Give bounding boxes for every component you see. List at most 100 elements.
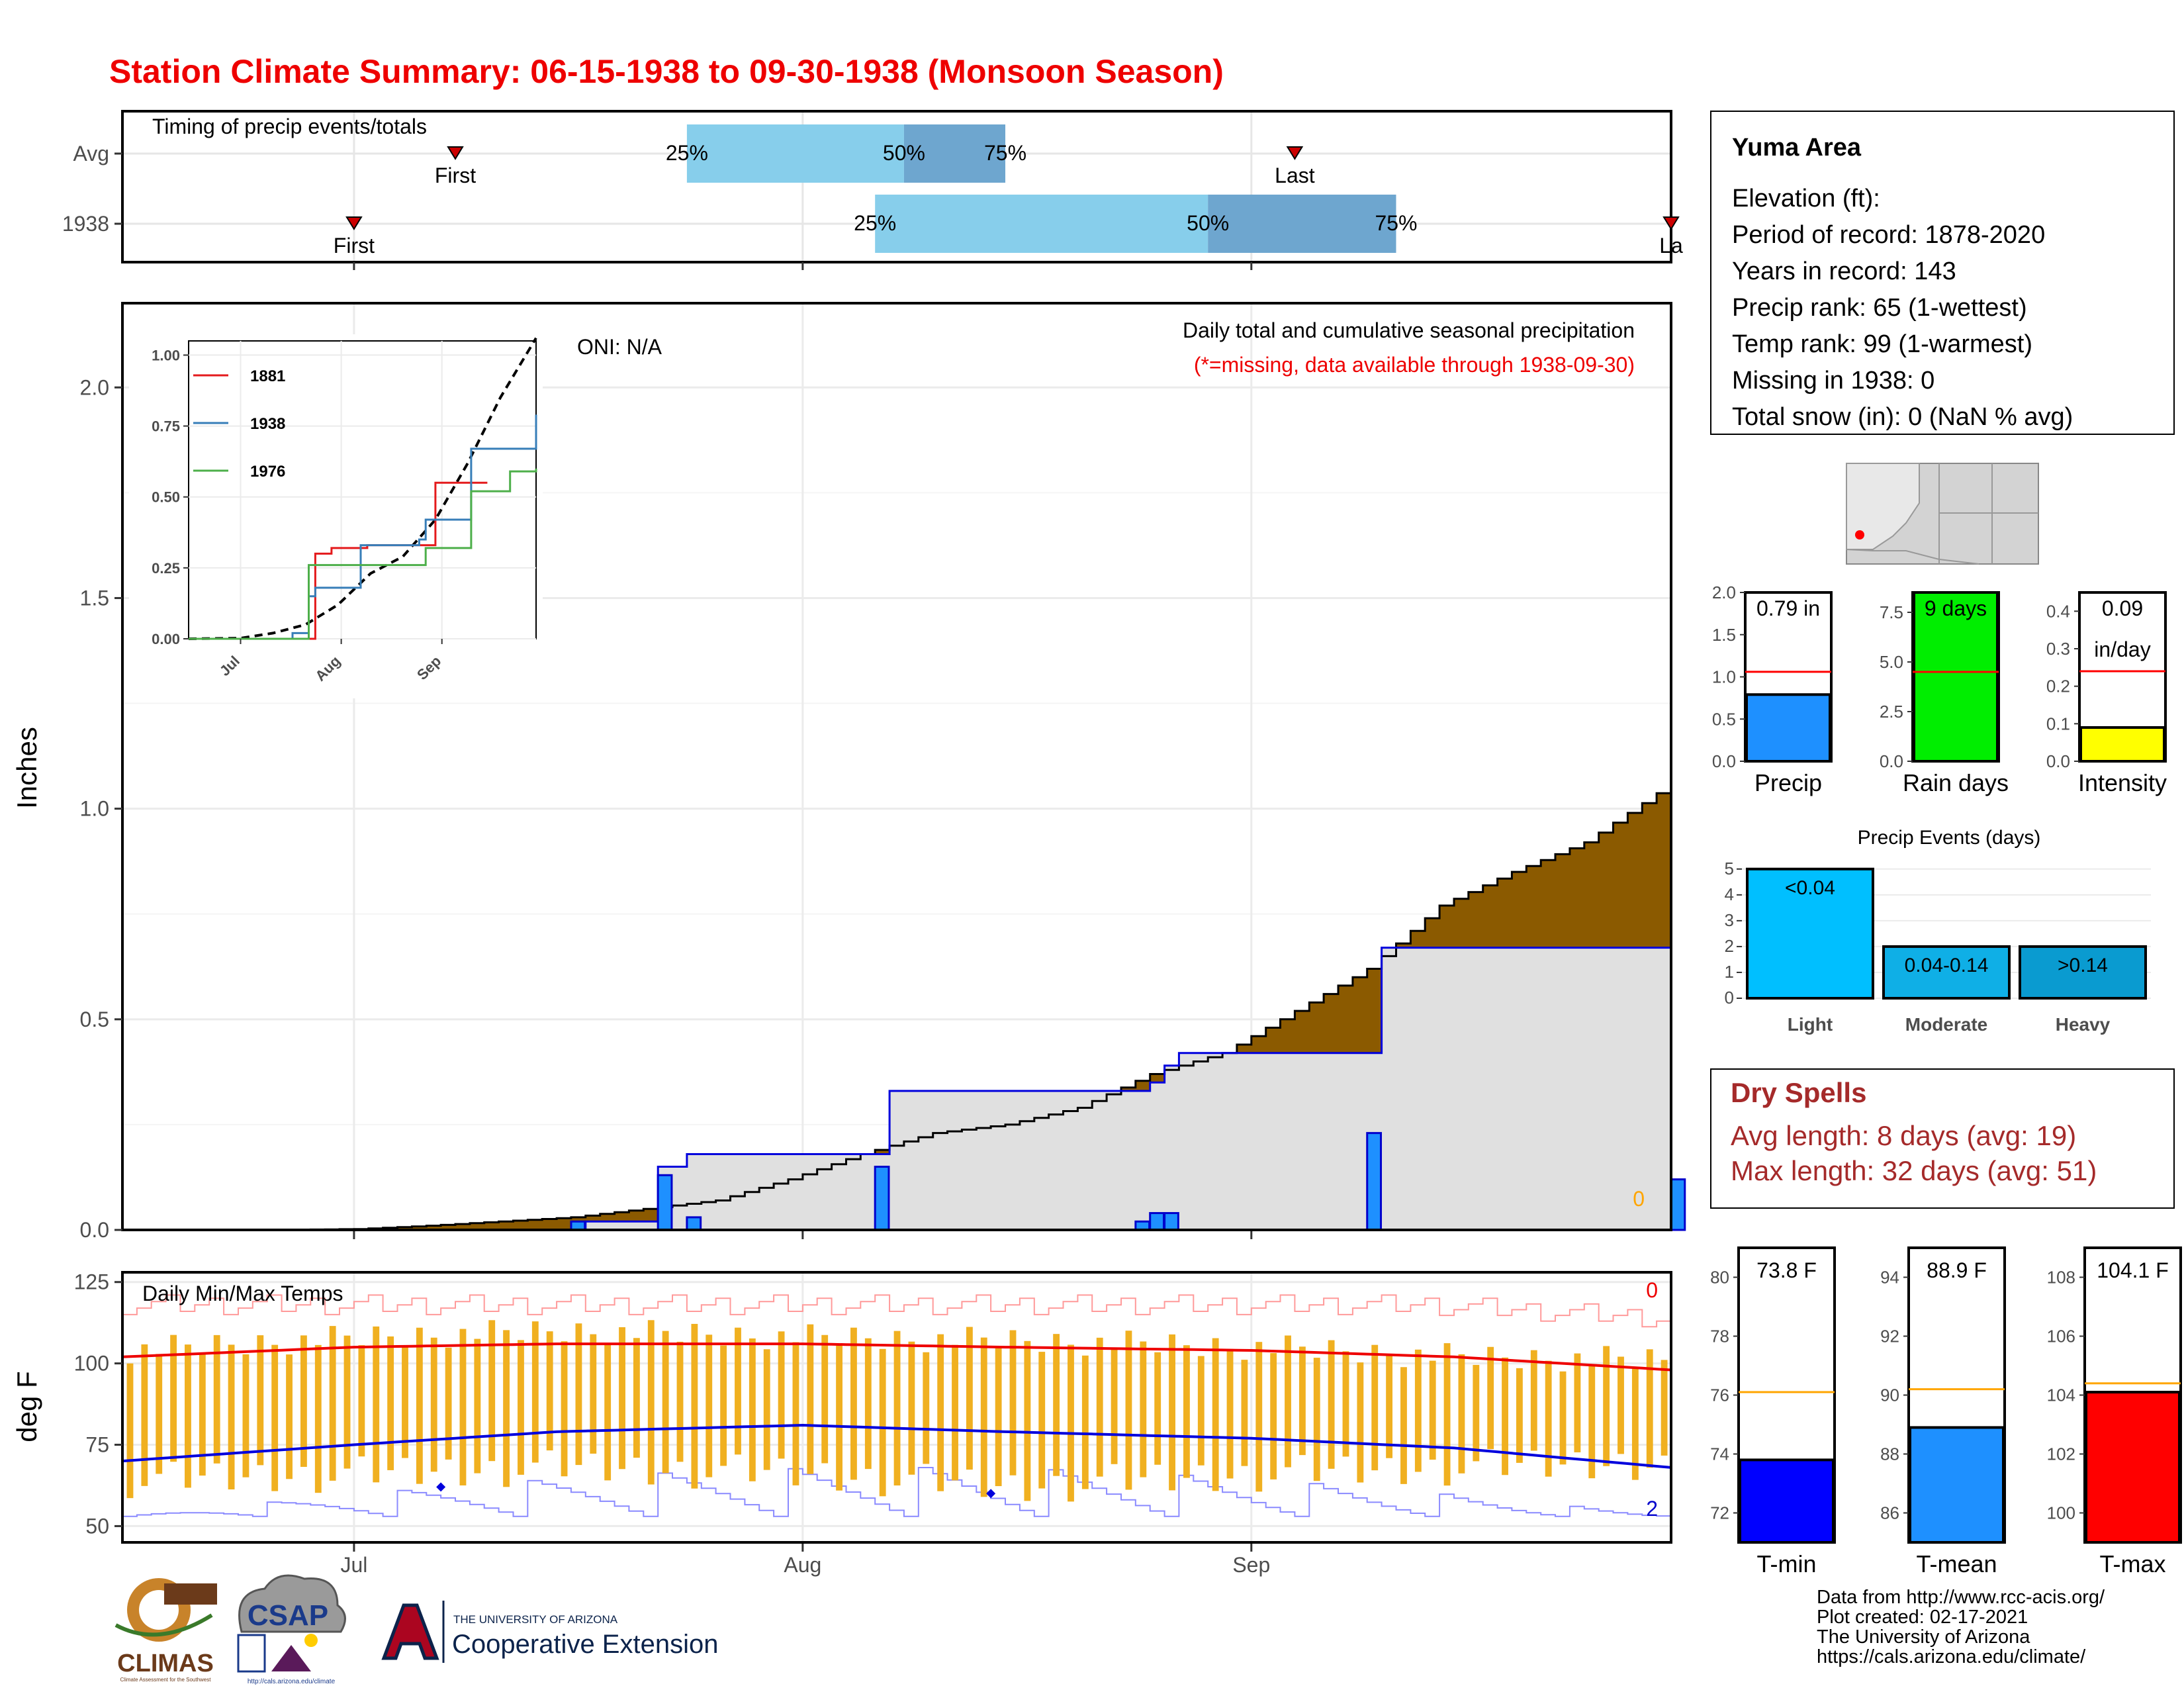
temp-value-label: 104.1 F: [2097, 1258, 2169, 1282]
inset-legend-label: 1938: [250, 415, 285, 433]
daily-temp-bar: [1255, 1342, 1263, 1492]
daily-temp-bar: [836, 1345, 842, 1491]
daily-temp-bar: [141, 1344, 148, 1486]
daily-temp-bar: [1270, 1352, 1277, 1479]
events-ytick-label: 1: [1725, 962, 1734, 982]
daily-temp-bar: [416, 1327, 423, 1484]
daily-temp-bar: [966, 1327, 973, 1470]
daily-precip-bar: [1366, 1132, 1383, 1231]
timing-p50-label: 50%: [883, 141, 925, 165]
timing-last-label: Last: [1275, 164, 1315, 187]
daily-temp-bar: [1183, 1345, 1190, 1478]
dry-spells-title: Dry Spells: [1731, 1077, 1866, 1108]
mini-ytick-label: 7.5: [1880, 602, 1903, 622]
temp-ytick-label: 50: [85, 1514, 109, 1538]
temp-xtick-label: Aug: [784, 1553, 821, 1577]
daily-temp-bar: [1443, 1343, 1451, 1486]
events-ytick-label: 4: [1725, 884, 1734, 904]
daily-temp-bar: [647, 1320, 655, 1485]
timing-panel: Timing of precip events/totals 25% 50% 75%…: [62, 110, 1683, 270]
daily-temp-bar: [445, 1347, 452, 1460]
daily-temp-bar: [1473, 1364, 1480, 1462]
daily-temp-bar: [1414, 1349, 1422, 1472]
mini-ytick-label: 1.5: [1712, 625, 1736, 645]
daily-temp-bar: [1603, 1346, 1610, 1466]
footer-line: Data from http://www.rcc-acis.org/: [1817, 1587, 2105, 1608]
temp-bar-ytick-label: 94: [1880, 1268, 1899, 1288]
timing-last-marker: [1286, 146, 1304, 160]
daily-temp-bar: [720, 1345, 727, 1466]
climas-text: CLIMAS: [117, 1650, 214, 1677]
temp-bar-ytick-label: 72: [1710, 1503, 1729, 1523]
precip-ytick-label: 0.0: [80, 1218, 109, 1242]
temp-value-bar: [1909, 1426, 2005, 1544]
daily-precip-bar: [874, 1166, 890, 1231]
temp-bar-ytick-label: 88: [1880, 1444, 1899, 1464]
temp-value-label: 73.8 F: [1756, 1258, 1817, 1282]
daily-temp-bar: [1386, 1356, 1393, 1458]
daily-temp-bar: [705, 1335, 713, 1477]
daily-temp-bar: [373, 1326, 380, 1483]
daily-temp-bar: [459, 1329, 467, 1485]
timing-bar-25-50: [686, 124, 904, 183]
daily-temp-bar: [923, 1352, 930, 1464]
daily-temp-bar: [561, 1341, 568, 1477]
daily-temp-bar: [1530, 1350, 1537, 1451]
daily-temp-bar: [735, 1327, 741, 1455]
mini-value-label: 0.79 in: [1756, 596, 1820, 620]
daily-temp-bar: [749, 1338, 756, 1481]
events-ytick-label: 5: [1725, 859, 1734, 878]
daily-temp-bar: [257, 1335, 264, 1466]
events-category-label: Heavy: [2056, 1014, 2111, 1035]
inset-ytick-label: 0.75: [152, 418, 180, 435]
daily-temp-bar: [778, 1331, 785, 1459]
mini-ytick-label: 0.0: [2046, 751, 2070, 771]
daily-temp-bar: [1111, 1348, 1118, 1464]
mini-ytick-label: 5.0: [1880, 652, 1903, 672]
inset-ytick-label: 0.00: [152, 631, 180, 647]
daily-temp-bar: [1226, 1348, 1234, 1479]
daily-temp-bar: [676, 1341, 684, 1462]
events-value-label: 0.04-0.14: [1905, 955, 1989, 976]
ua-small-text: THE UNIVERSITY OF ARIZONA: [453, 1613, 618, 1626]
daily-temp-bar: [1545, 1360, 1552, 1477]
daily-temp-bar: [358, 1345, 365, 1457]
temp-bar-ytick-label: 108: [2047, 1268, 2075, 1288]
daily-temp-bar: [1197, 1356, 1205, 1466]
inset-series-line: [189, 481, 488, 640]
daily-temp-bar: [864, 1338, 872, 1470]
daily-temp-bar: [474, 1338, 481, 1474]
events-title: Precip Events (days): [1858, 827, 2041, 849]
record-low-marker: [436, 1482, 446, 1492]
temp-category-label: T-min: [1757, 1550, 1817, 1577]
timing-row-label: 1938: [62, 212, 109, 236]
temp-ytick-label: 75: [85, 1433, 109, 1457]
timing-p50-label: 50%: [1187, 211, 1229, 235]
daily-temp-bar: [1125, 1331, 1132, 1490]
timing-first-marker: [447, 146, 464, 160]
timing-last-label: La: [1659, 234, 1683, 258]
daily-temp-bar: [850, 1327, 857, 1480]
daily-temp-bar: [807, 1324, 814, 1474]
mini-ytick-label: 0.1: [2046, 714, 2070, 733]
daily-temp-bar: [1169, 1334, 1175, 1491]
timing-p25-label: 25%: [666, 141, 708, 165]
daily-temp-bar: [590, 1334, 597, 1454]
events-category-label: Moderate: [1905, 1014, 1987, 1035]
daily-temp-bar: [402, 1346, 408, 1458]
daily-temp-bar: [1661, 1360, 1668, 1456]
daily-temp-bar: [1458, 1354, 1465, 1474]
station-info-line: Elevation (ft):: [1732, 185, 1880, 212]
daily-temp-bar: [1038, 1352, 1046, 1489]
dry-spells-max: Max length: 32 days (avg: 51): [1731, 1155, 2097, 1186]
precip-ytick-label: 1.0: [80, 797, 109, 821]
daily-temp-bar: [314, 1344, 322, 1493]
daily-temp-bar: [1212, 1338, 1219, 1491]
temp-value-bar: [2085, 1391, 2181, 1544]
daily-temp-bar: [546, 1331, 553, 1451]
daily-temp-bar: [242, 1354, 250, 1477]
ua-big-text: Cooperative Extension: [452, 1630, 718, 1659]
daily-temp-bar: [170, 1335, 177, 1462]
temp-value-label: 88.9 F: [1927, 1258, 1987, 1282]
